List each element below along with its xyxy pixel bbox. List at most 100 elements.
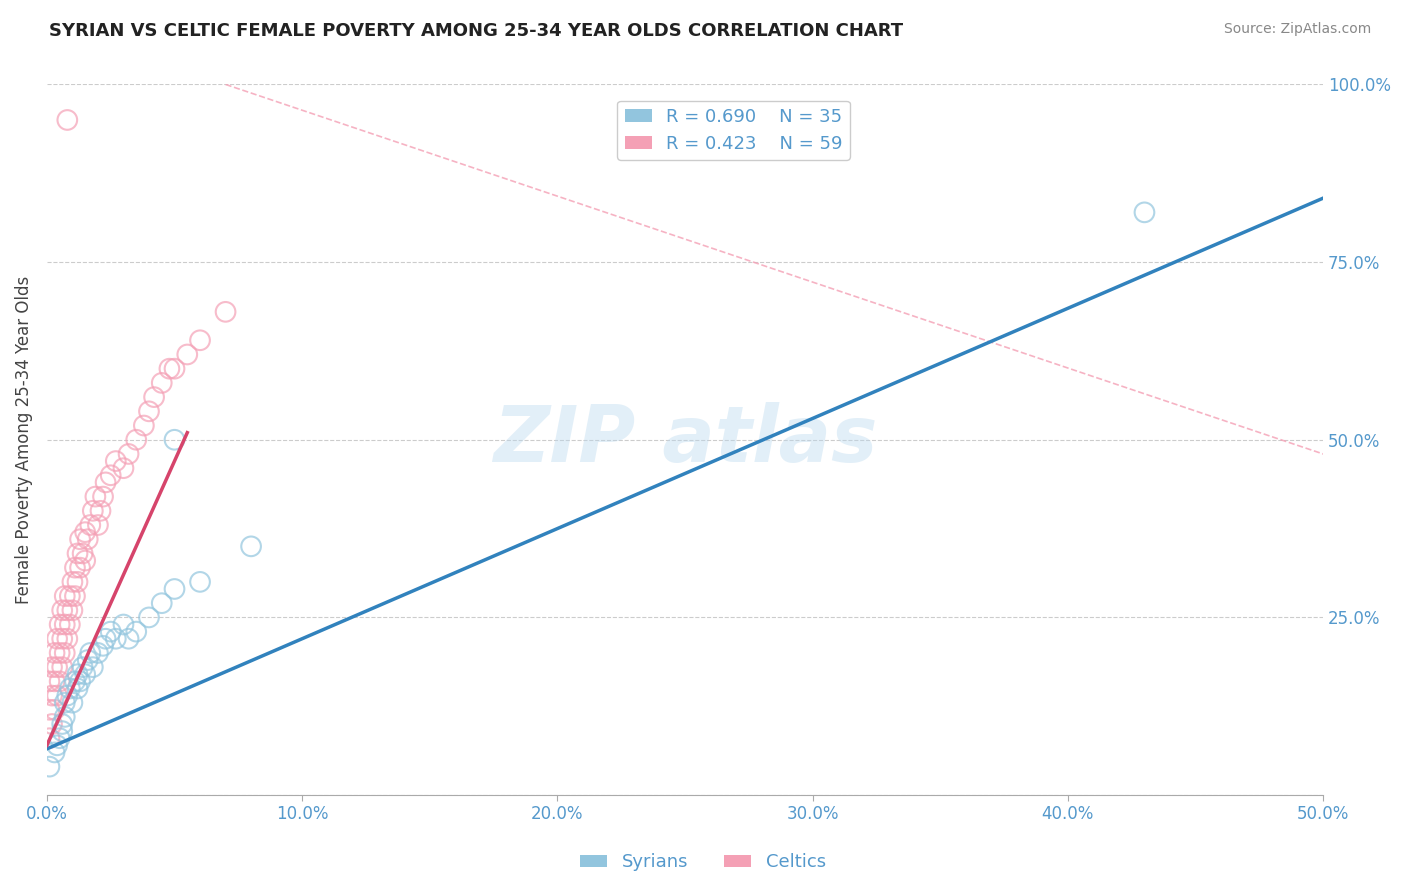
Point <box>66 574 89 589</box>
Point <box>44 703 66 717</box>
Point <box>214 305 236 319</box>
Point <box>72 546 94 560</box>
Point <box>53 617 76 632</box>
Point <box>63 560 86 574</box>
Point <box>91 490 114 504</box>
Point <box>51 724 73 739</box>
Point <box>143 390 166 404</box>
Point <box>188 333 211 347</box>
Point <box>112 617 135 632</box>
Point <box>56 112 79 127</box>
Point <box>38 759 60 773</box>
Point <box>56 603 79 617</box>
Point <box>150 596 173 610</box>
Text: ZIP atlas: ZIP atlas <box>494 401 877 478</box>
Point <box>104 454 127 468</box>
Point <box>66 667 89 681</box>
Point <box>89 504 111 518</box>
Point <box>62 696 84 710</box>
Point <box>66 681 89 696</box>
Point <box>117 632 139 646</box>
Point <box>46 689 69 703</box>
Point <box>104 632 127 646</box>
Point <box>59 617 82 632</box>
Point <box>112 461 135 475</box>
Point <box>69 674 91 689</box>
Point <box>87 646 110 660</box>
Point <box>82 504 104 518</box>
Point <box>240 539 263 553</box>
Point <box>176 347 198 361</box>
Point <box>91 639 114 653</box>
Point <box>56 689 79 703</box>
Point <box>94 475 117 490</box>
Point <box>38 674 60 689</box>
Point <box>75 525 97 540</box>
Point <box>117 447 139 461</box>
Point <box>150 376 173 390</box>
Point <box>59 589 82 603</box>
Point <box>82 660 104 674</box>
Point <box>63 589 86 603</box>
Point <box>48 646 70 660</box>
Point <box>163 582 186 596</box>
Text: Source: ZipAtlas.com: Source: ZipAtlas.com <box>1223 22 1371 37</box>
Point <box>41 689 63 703</box>
Point <box>75 667 97 681</box>
Point <box>138 404 160 418</box>
Point <box>44 646 66 660</box>
Point <box>100 624 122 639</box>
Point <box>62 574 84 589</box>
Text: SYRIAN VS CELTIC FEMALE POVERTY AMONG 25-34 YEAR OLDS CORRELATION CHART: SYRIAN VS CELTIC FEMALE POVERTY AMONG 25… <box>49 22 903 40</box>
Point <box>72 660 94 674</box>
Point <box>51 717 73 731</box>
Point <box>46 739 69 753</box>
Point <box>1133 205 1156 219</box>
Point <box>59 681 82 696</box>
Point <box>44 746 66 760</box>
Point <box>48 674 70 689</box>
Point <box>44 674 66 689</box>
Point <box>100 468 122 483</box>
Point <box>157 361 180 376</box>
Point <box>79 646 101 660</box>
Point <box>38 703 60 717</box>
Point <box>163 433 186 447</box>
Point <box>48 731 70 746</box>
Point <box>53 696 76 710</box>
Point <box>188 574 211 589</box>
Legend: Syrians, Celtics: Syrians, Celtics <box>572 847 834 879</box>
Point <box>46 632 69 646</box>
Point <box>76 653 98 667</box>
Point <box>56 632 79 646</box>
Point <box>125 624 148 639</box>
Point <box>41 717 63 731</box>
Point <box>53 589 76 603</box>
Point <box>79 518 101 533</box>
Point <box>51 603 73 617</box>
Point <box>75 553 97 567</box>
Point <box>38 731 60 746</box>
Point <box>69 560 91 574</box>
Point <box>84 490 107 504</box>
Point <box>51 632 73 646</box>
Point <box>69 533 91 547</box>
Point <box>51 660 73 674</box>
Legend: R = 0.690    N = 35, R = 0.423    N = 59: R = 0.690 N = 35, R = 0.423 N = 59 <box>617 101 851 160</box>
Point <box>125 433 148 447</box>
Point <box>87 518 110 533</box>
Point <box>163 361 186 376</box>
Point <box>48 617 70 632</box>
Point <box>53 646 76 660</box>
Point <box>41 660 63 674</box>
Point <box>94 632 117 646</box>
Y-axis label: Female Poverty Among 25-34 Year Olds: Female Poverty Among 25-34 Year Olds <box>15 276 32 604</box>
Point <box>62 603 84 617</box>
Point <box>46 660 69 674</box>
Point <box>76 533 98 547</box>
Point <box>138 610 160 624</box>
Point <box>66 546 89 560</box>
Point <box>132 418 155 433</box>
Point <box>63 674 86 689</box>
Point <box>53 710 76 724</box>
